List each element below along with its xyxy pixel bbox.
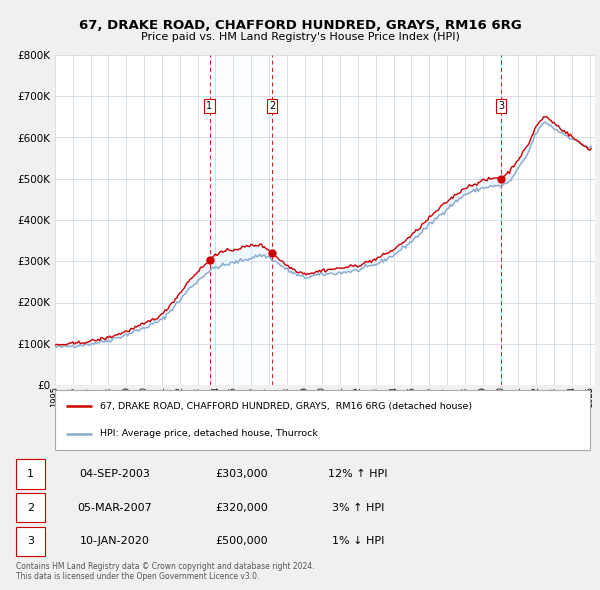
Text: 05-MAR-2007: 05-MAR-2007 bbox=[77, 503, 152, 513]
Text: Price paid vs. HM Land Registry's House Price Index (HPI): Price paid vs. HM Land Registry's House … bbox=[140, 32, 460, 42]
Text: 2: 2 bbox=[269, 101, 275, 111]
Bar bbox=[209, 55, 272, 385]
FancyBboxPatch shape bbox=[55, 390, 590, 450]
Text: 1: 1 bbox=[27, 469, 34, 479]
Text: 67, DRAKE ROAD, CHAFFORD HUNDRED, GRAYS, RM16 6RG: 67, DRAKE ROAD, CHAFFORD HUNDRED, GRAYS,… bbox=[79, 19, 521, 32]
FancyBboxPatch shape bbox=[16, 459, 45, 489]
Text: 10-JAN-2020: 10-JAN-2020 bbox=[79, 536, 149, 546]
Text: 67, DRAKE ROAD, CHAFFORD HUNDRED, GRAYS,  RM16 6RG (detached house): 67, DRAKE ROAD, CHAFFORD HUNDRED, GRAYS,… bbox=[100, 402, 473, 411]
Text: £320,000: £320,000 bbox=[215, 503, 268, 513]
Text: 1: 1 bbox=[206, 101, 212, 111]
Text: 2: 2 bbox=[27, 503, 34, 513]
Text: £303,000: £303,000 bbox=[215, 469, 268, 479]
FancyBboxPatch shape bbox=[16, 526, 45, 556]
Text: HPI: Average price, detached house, Thurrock: HPI: Average price, detached house, Thur… bbox=[100, 430, 319, 438]
Text: 1% ↓ HPI: 1% ↓ HPI bbox=[332, 536, 384, 546]
Text: 3% ↑ HPI: 3% ↑ HPI bbox=[332, 503, 384, 513]
Text: 3: 3 bbox=[27, 536, 34, 546]
Text: 3: 3 bbox=[498, 101, 504, 111]
Text: 12% ↑ HPI: 12% ↑ HPI bbox=[328, 469, 388, 479]
Text: 04-SEP-2003: 04-SEP-2003 bbox=[79, 469, 150, 479]
FancyBboxPatch shape bbox=[16, 493, 45, 522]
Text: £500,000: £500,000 bbox=[215, 536, 268, 546]
Text: Contains HM Land Registry data © Crown copyright and database right 2024.
This d: Contains HM Land Registry data © Crown c… bbox=[16, 562, 314, 581]
